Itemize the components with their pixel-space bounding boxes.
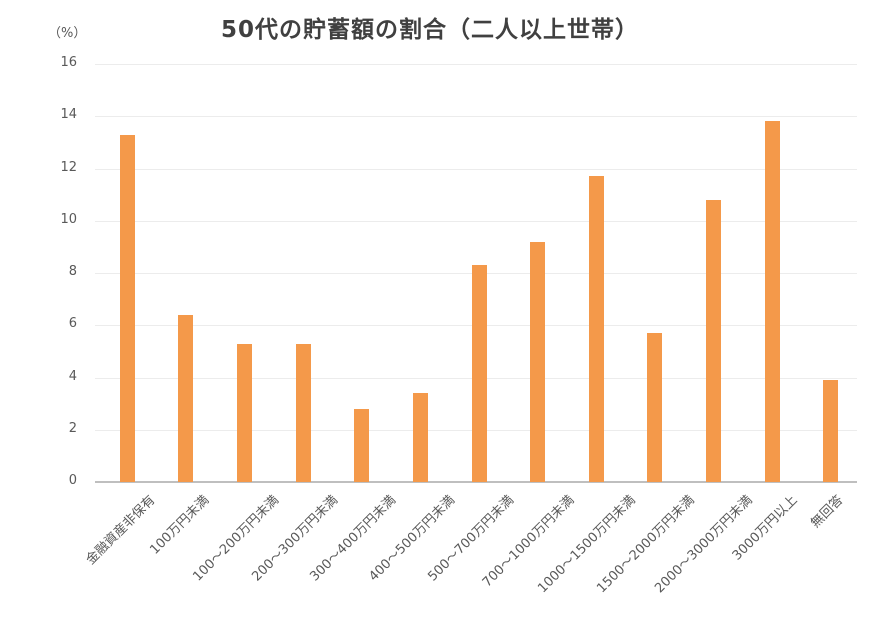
x-tick-label: 1500～2000万円未満: [593, 492, 698, 597]
bar: [705, 199, 721, 482]
y-tick-label: 4: [68, 368, 77, 384]
x-tick-label: 無回答: [807, 492, 847, 532]
gridline: [95, 168, 857, 170]
y-tick-label: 6: [68, 316, 77, 332]
y-tick-label: 10: [60, 211, 77, 227]
bar: [295, 343, 311, 482]
gridline: [95, 220, 857, 222]
plot-area: [95, 64, 857, 483]
gridline: [95, 116, 857, 118]
y-tick-label: 2: [68, 420, 77, 436]
x-tick-label: 金融資産非保有: [82, 492, 158, 568]
bar: [354, 408, 370, 482]
gridline: [95, 64, 857, 65]
bar: [471, 265, 487, 482]
bar: [237, 343, 253, 482]
bar: [764, 121, 780, 482]
bar: [178, 314, 194, 482]
y-tick-label: 14: [60, 107, 77, 123]
y-tick-label: 16: [60, 55, 77, 70]
x-axis-line: [95, 481, 857, 483]
y-tick-label: 12: [60, 159, 77, 175]
y-tick-label: 8: [68, 264, 77, 279]
y-tick-label: 0: [68, 473, 77, 488]
bar: [530, 241, 546, 482]
bar: [412, 393, 428, 482]
bar: [588, 176, 604, 482]
y-axis-unit-label: （%）: [48, 26, 87, 41]
bar: [647, 333, 663, 482]
chart-title: 50代の貯蓄額の割合（二人以上世帯）: [220, 17, 639, 43]
bar: [823, 380, 839, 482]
bar: [119, 134, 135, 482]
